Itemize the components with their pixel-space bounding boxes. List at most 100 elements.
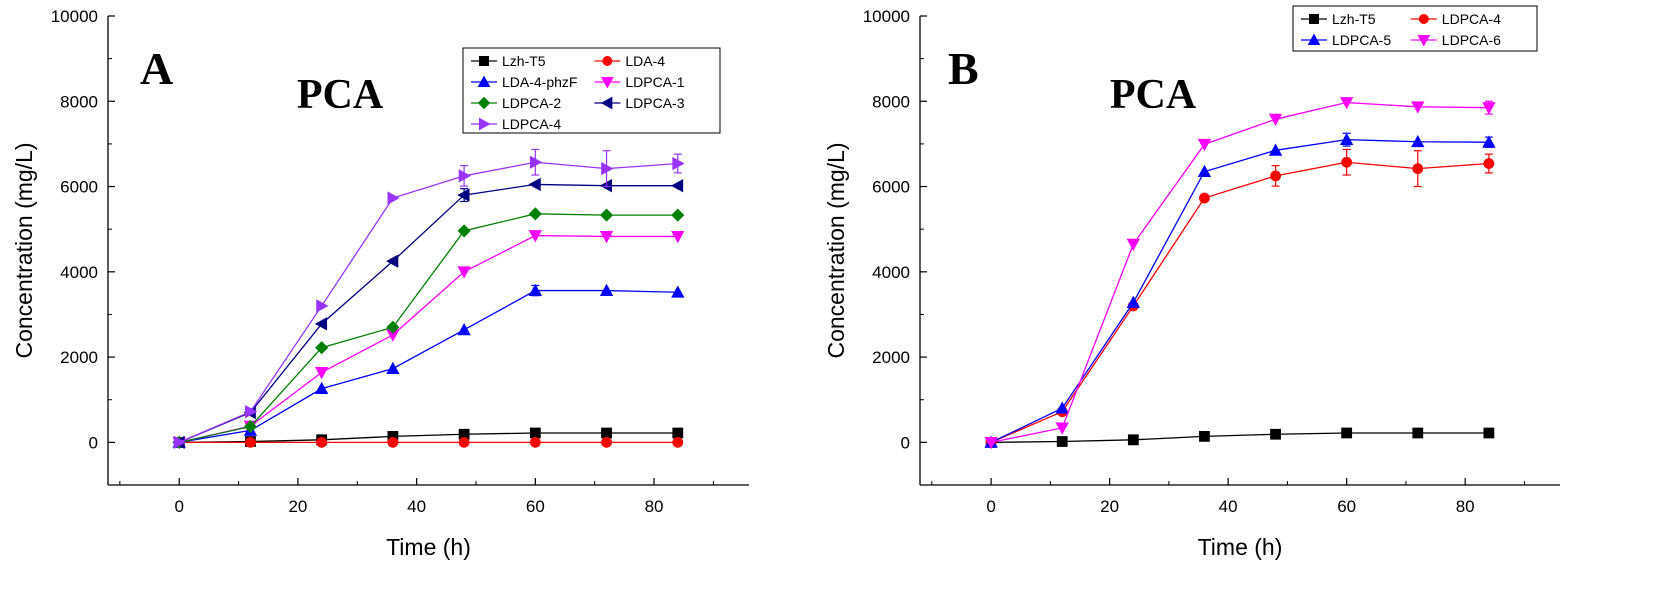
data-point: [528, 283, 543, 296]
data-point: [1339, 97, 1354, 110]
data-point: [599, 283, 614, 296]
data-point: [245, 437, 256, 448]
y-tick-label: 4000: [872, 263, 910, 282]
data-point: [1412, 427, 1424, 439]
data-point: [599, 208, 614, 222]
data-point: [458, 169, 471, 183]
legend-marker: [1307, 33, 1321, 45]
legend-label: LDPCA-6: [1442, 32, 1501, 48]
x-axis-title: Time (h): [1198, 534, 1283, 560]
data-point: [671, 231, 685, 244]
y-tick-label: 2000: [872, 348, 910, 367]
data-point: [316, 299, 329, 313]
x-tick-label: 20: [288, 497, 307, 516]
data-point: [1268, 113, 1283, 127]
data-point: [1126, 238, 1141, 251]
y-axis-title: Concentration (mg/L): [823, 142, 849, 358]
data-point: [315, 341, 329, 355]
data-point: [314, 317, 328, 331]
data-point: [601, 437, 612, 448]
x-tick-label: 40: [1219, 497, 1238, 516]
data-point: [314, 367, 329, 380]
series-line: [990, 161, 1489, 443]
data-point: [457, 322, 471, 336]
data-point: [1412, 163, 1424, 174]
y-tick-label: 6000: [872, 178, 910, 197]
data-point: [672, 427, 684, 439]
series-LDA-4: [173, 437, 684, 448]
data-point: [1055, 422, 1069, 435]
legend-label: Lzh-T5: [1332, 11, 1376, 27]
data-point: [173, 435, 187, 450]
y-tick-label: 8000: [60, 92, 98, 111]
data-point: [387, 437, 399, 448]
data-point: [672, 437, 684, 448]
data-point: [1341, 427, 1353, 439]
data-point: [458, 437, 470, 448]
data-point: [1411, 101, 1425, 114]
data-point: [1483, 158, 1495, 169]
y-tick-label: 0: [89, 433, 98, 452]
y-tick-label: 10000: [863, 7, 910, 26]
data-point: [386, 361, 400, 375]
data-point: [1126, 295, 1141, 308]
legend-label: LDPCA-4: [1442, 11, 1501, 27]
data-point: [245, 404, 258, 419]
series-line: [179, 213, 678, 443]
legend: Lzh-T5 LDA-4 LDA-4-phzF LDPCA-1 LDPCA-2 LDPCA…: [462, 47, 721, 134]
x-tick-label: 40: [407, 497, 426, 516]
y-tick-label: 8000: [872, 92, 910, 111]
y-tick-label: 4000: [60, 263, 98, 282]
data-point: [1482, 102, 1496, 115]
legend-marker: [477, 96, 491, 110]
data-point: [601, 427, 612, 439]
data-point: [243, 420, 258, 434]
data-point: [528, 230, 543, 243]
legend-label: LDPCA-3: [625, 95, 684, 111]
data-point: [458, 428, 470, 440]
data-point: [599, 231, 614, 244]
series-line: [990, 138, 1489, 443]
x-tick-label: 80: [1456, 497, 1475, 516]
data-point: [1268, 143, 1283, 156]
data-point: [672, 156, 685, 171]
data-point: [1270, 428, 1281, 440]
series-line: [178, 161, 678, 443]
x-axis-title: Time (h): [386, 534, 471, 560]
x-tick-label: 0: [986, 497, 995, 516]
data-point: [1411, 134, 1425, 148]
data-point: [670, 179, 684, 193]
x-tick-label: 60: [526, 497, 545, 516]
legend-marker: [477, 75, 491, 87]
y-tick-label: 6000: [60, 178, 98, 197]
legend-marker: [1309, 14, 1319, 24]
y-tick-label: 0: [901, 433, 910, 452]
series-LDPCA-3: [172, 177, 684, 450]
data-point: [1055, 401, 1069, 414]
legend-label: LDPCA-5: [1332, 32, 1391, 48]
data-point: [457, 188, 470, 202]
data-point: [529, 155, 543, 169]
legend-label: LDA-4: [625, 53, 665, 69]
data-point: [457, 266, 471, 279]
data-point: [457, 224, 471, 238]
chart-panel-b: 0 2000 4000 6000 8000 10000 0 20 40 60 80 Time (h) C…: [823, 5, 1560, 560]
legend-box: [462, 47, 721, 134]
legend-marker: [602, 56, 613, 66]
series-line: [179, 234, 678, 443]
series-LDPCA-2: [172, 207, 685, 449]
x-tick-label: 0: [174, 497, 183, 516]
chart-title: PCA: [1110, 72, 1197, 118]
legend-marker: [479, 117, 491, 131]
x-tick-label: 80: [645, 497, 664, 516]
series-LDPCA-4: [173, 148, 685, 450]
data-point: [386, 254, 399, 268]
data-point: [1339, 132, 1354, 146]
data-point: [528, 207, 542, 221]
series-LDPCA-5: [984, 132, 1496, 448]
legend-marker: [479, 56, 489, 66]
data-point: [1197, 138, 1212, 152]
series-line: [991, 432, 1489, 444]
data-point: [1482, 135, 1496, 148]
legend-label: LDPCA-2: [502, 95, 561, 111]
